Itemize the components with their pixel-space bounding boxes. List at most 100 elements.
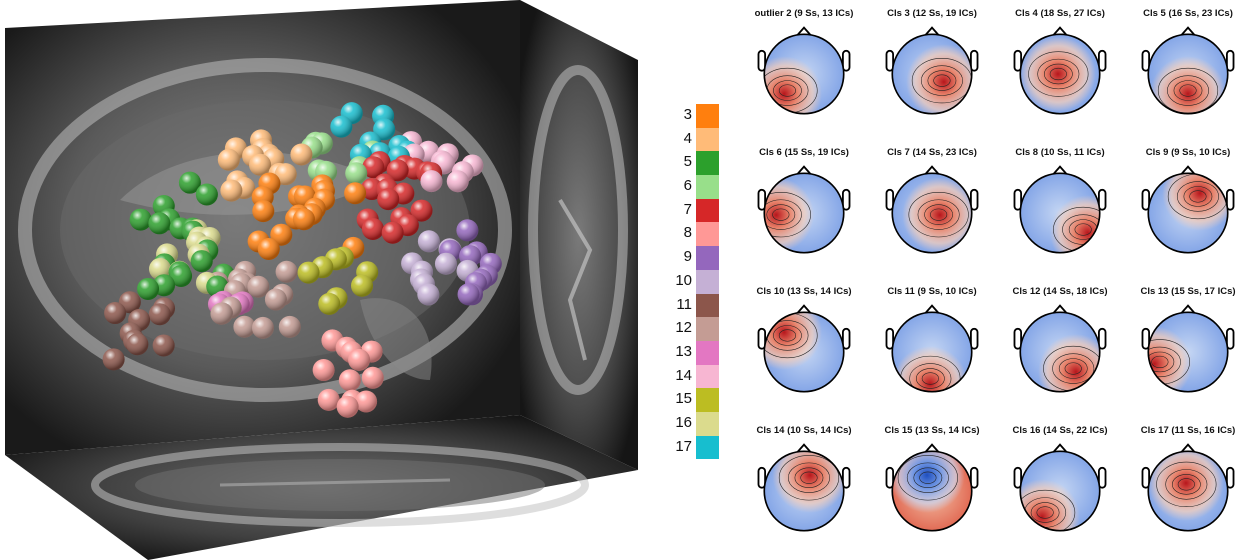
dipole-sphere: [195, 183, 218, 206]
scalp-map-icon: [1141, 26, 1235, 115]
scalp-map-icon: [1013, 443, 1107, 532]
dipole-sphere: [251, 316, 274, 339]
legend-label: 8: [683, 224, 692, 242]
dipole-sphere: [252, 200, 275, 223]
scalp-map: Cls 4 (18 Ss, 27 ICs): [996, 0, 1124, 140]
dipole-sphere: [446, 170, 469, 193]
legend-label: 10: [675, 271, 692, 289]
legend-item: 11: [672, 293, 722, 318]
dipole-sphere: [434, 252, 457, 275]
legend-label: 5: [683, 153, 692, 171]
dipole-sphere: [360, 178, 383, 201]
scalp-map: Cls 13 (15 Ss, 17 ICs): [1124, 278, 1250, 418]
dipole-sphere: [190, 250, 213, 273]
legend-label: 6: [683, 177, 692, 195]
scalp-map: outlier 2 (9 Ss, 13 ICs): [740, 0, 868, 140]
brain-mri-3d-icon: [5, 0, 638, 560]
legend-item: 7: [672, 198, 722, 223]
dipole-sphere: [210, 302, 233, 325]
scalp-map: Cls 10 (13 Ss, 14 ICs): [740, 278, 868, 418]
scalp-map-title: Cls 10 (13 Ss, 14 ICs): [756, 286, 852, 297]
legend-swatch: [696, 293, 719, 318]
legend-item: 17: [672, 435, 722, 460]
legend-swatch: [696, 246, 719, 270]
dipole-sphere: [152, 334, 175, 357]
dipole-sphere: [274, 163, 297, 186]
dipole-sphere: [264, 288, 287, 311]
dipole-sphere: [104, 302, 127, 325]
scalp-map-icon: [757, 26, 851, 115]
legend-label: 9: [683, 248, 692, 266]
legend-item: 8: [672, 222, 722, 247]
scalp-map: Cls 3 (12 Ss, 19 ICs): [868, 0, 996, 140]
dipole-sphere: [386, 159, 409, 182]
legend-label: 12: [675, 319, 692, 337]
legend-label: 11: [676, 295, 692, 313]
scalp-map-title: Cls 4 (18 Ss, 27 ICs): [1015, 8, 1105, 19]
cluster-color-legend: 3 4 5 6 7 8 9 10 11 12 13 14 15 16 17: [672, 104, 722, 460]
dipole-sphere: [220, 179, 243, 202]
scalp-map-icon: [1141, 165, 1235, 254]
dipole-sphere: [275, 260, 298, 283]
scalp-map-icon: [757, 304, 851, 393]
dipole-sphere: [178, 171, 201, 194]
scalp-map: Cls 14 (10 Ss, 14 ICs): [740, 417, 868, 557]
dipole-sphere: [417, 283, 440, 306]
scalp-map-title: Cls 8 (10 Ss, 11 ICs): [1015, 147, 1105, 158]
dipole-sphere: [217, 148, 240, 171]
dipole-sphere: [233, 315, 256, 338]
legend-swatch: [696, 411, 719, 436]
legend-swatch: [696, 269, 719, 294]
dipole-sphere: [247, 275, 270, 298]
scalp-map-icon: [1013, 165, 1107, 254]
scalp-map-title: Cls 17 (11 Ss, 16 ICs): [1140, 425, 1236, 436]
legend-item: 9: [672, 246, 722, 270]
scalp-map: Cls 12 (14 Ss, 18 ICs): [996, 278, 1124, 418]
scalp-map-title: Cls 11 (9 Ss, 10 ICs): [887, 286, 977, 297]
dipole-sphere: [377, 188, 400, 211]
scalp-map-title: Cls 12 (14 Ss, 18 ICs): [1012, 286, 1108, 297]
scalp-map: Cls 11 (9 Ss, 10 ICs): [868, 278, 996, 418]
scalp-map: Cls 9 (9 Ss, 10 ICs): [1124, 139, 1250, 279]
scalp-map: Cls 8 (10 Ss, 11 ICs): [996, 139, 1124, 279]
legend-item: 6: [672, 175, 722, 199]
dipole-sphere: [420, 170, 443, 193]
legend-label: 7: [683, 200, 692, 218]
dipole-sphere: [137, 277, 160, 300]
legend-label: 17: [675, 437, 692, 455]
scalp-map: Cls 15 (13 Ss, 14 ICs): [868, 417, 996, 557]
scalp-map: Cls 17 (11 Ss, 16 ICs): [1124, 417, 1250, 557]
scalp-map: Cls 6 (15 Ss, 19 ICs): [740, 139, 868, 279]
dipole-sphere: [456, 219, 479, 242]
dipole-sphere: [312, 359, 335, 382]
dipole-sphere: [457, 283, 480, 306]
legend-item: 3: [672, 104, 722, 128]
dipole-sphere: [417, 230, 440, 253]
scalp-map: Cls 16 (14 Ss, 22 ICs): [996, 417, 1124, 557]
dipole-sphere: [338, 369, 361, 392]
scalp-map-title: outlier 2 (9 Ss, 13 ICs): [754, 8, 854, 19]
scalp-map-title: Cls 15 (13 Ss, 14 ICs): [884, 425, 980, 436]
dipole-sphere: [317, 388, 340, 411]
scalp-map-icon: [885, 443, 979, 532]
legend-swatch: [696, 364, 719, 389]
dipole-sphere: [410, 199, 433, 222]
legend-item: 12: [672, 317, 722, 341]
legend-swatch: [696, 127, 719, 152]
dipole-sphere: [330, 115, 353, 138]
scalp-map-icon: [757, 443, 851, 532]
dipole-sphere: [318, 292, 341, 315]
dipole-sphere: [249, 153, 272, 176]
legend-label: 4: [683, 129, 692, 147]
legend-label: 13: [675, 342, 692, 360]
dipole-sphere: [355, 390, 378, 413]
dipole-sphere: [102, 348, 125, 371]
legend-swatch: [696, 175, 719, 199]
scalp-map: Cls 7 (14 Ss, 23 ICs): [868, 139, 996, 279]
scalp-map-icon: [885, 304, 979, 393]
legend-item: 13: [672, 340, 722, 365]
dipole-sphere: [129, 208, 152, 231]
scalp-map-title: Cls 14 (10 Ss, 14 ICs): [756, 425, 852, 436]
dipole-sphere: [336, 395, 359, 418]
legend-label: 15: [675, 390, 692, 408]
